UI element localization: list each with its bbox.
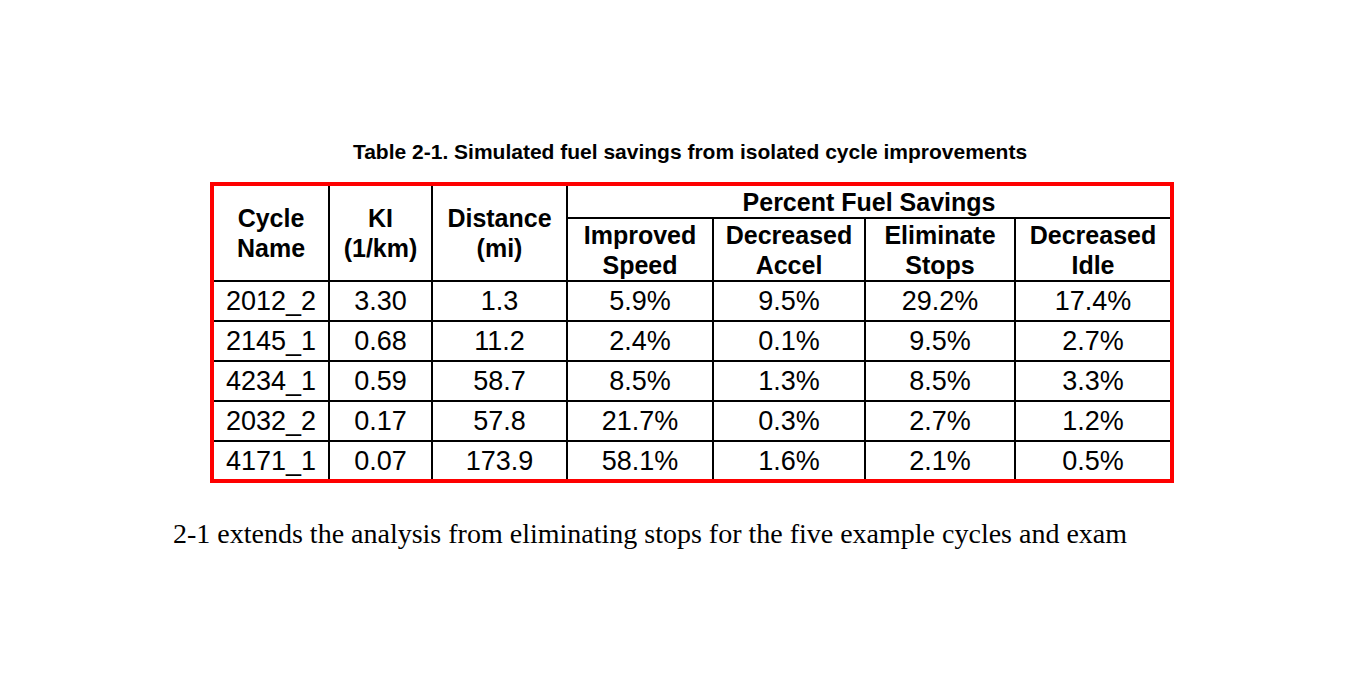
table-cell-decreased-accel: 1.6% bbox=[713, 441, 865, 481]
table-cell-ki: 0.59 bbox=[329, 361, 432, 401]
table-cell-cycle-name: 4171_1 bbox=[212, 441, 329, 481]
table-cell-decreased-idle: 0.5% bbox=[1015, 441, 1172, 481]
sub-header-eliminate-stops: Eliminate Stops bbox=[865, 218, 1015, 281]
table-row: 4234_1 0.59 58.7 8.5% 1.3% 8.5% 3.3% bbox=[212, 361, 1172, 401]
table-cell-improved-speed: 8.5% bbox=[567, 361, 713, 401]
table-cell-ki: 0.68 bbox=[329, 321, 432, 361]
table-cell-decreased-idle: 17.4% bbox=[1015, 281, 1172, 321]
table-cell-cycle-name: 2032_2 bbox=[212, 401, 329, 441]
table-cell-eliminate-stops: 8.5% bbox=[865, 361, 1015, 401]
table-caption: Table 2-1. Simulated fuel savings from i… bbox=[210, 139, 1170, 165]
table-cell-decreased-accel: 9.5% bbox=[713, 281, 865, 321]
table-cell-ki: 0.17 bbox=[329, 401, 432, 441]
table-cell-improved-speed: 2.4% bbox=[567, 321, 713, 361]
table-cell-ki: 3.30 bbox=[329, 281, 432, 321]
table-cell-distance: 173.9 bbox=[432, 441, 567, 481]
table-cell-cycle-name: 2145_1 bbox=[212, 321, 329, 361]
col-header-distance: Distance (mi) bbox=[432, 184, 567, 281]
col-header-ki: KI (1/km) bbox=[329, 184, 432, 281]
table-cell-eliminate-stops: 2.7% bbox=[865, 401, 1015, 441]
table-row: 2032_2 0.17 57.8 21.7% 0.3% 2.7% 1.2% bbox=[212, 401, 1172, 441]
table-cell-distance: 1.3 bbox=[432, 281, 567, 321]
header-row-group: Cycle Name KI (1/km) Distance (mi) Perce… bbox=[212, 184, 1172, 218]
col-header-cycle-name: Cycle Name bbox=[212, 184, 329, 281]
table-cell-improved-speed: 5.9% bbox=[567, 281, 713, 321]
sub-header-decreased-accel: Decreased Accel bbox=[713, 218, 865, 281]
table-cell-decreased-accel: 1.3% bbox=[713, 361, 865, 401]
table-cell-improved-speed: 58.1% bbox=[567, 441, 713, 481]
table-header: Cycle Name KI (1/km) Distance (mi) Perce… bbox=[212, 184, 1172, 281]
group-header-percent-fuel-savings: Percent Fuel Savings bbox=[567, 184, 1172, 218]
table-row: 2012_2 3.30 1.3 5.9% 9.5% 29.2% 17.4% bbox=[212, 281, 1172, 321]
table-cell-decreased-accel: 0.3% bbox=[713, 401, 865, 441]
table-row: 4171_1 0.07 173.9 58.1% 1.6% 2.1% 0.5% bbox=[212, 441, 1172, 481]
table-row: 2145_1 0.68 11.2 2.4% 0.1% 9.5% 2.7% bbox=[212, 321, 1172, 361]
document-page: Table 2-1. Simulated fuel savings from i… bbox=[0, 0, 1366, 674]
table-cell-cycle-name: 2012_2 bbox=[212, 281, 329, 321]
sub-header-improved-speed: Improved Speed bbox=[567, 218, 713, 281]
body-text: 2-1 extends the analysis from eliminatin… bbox=[173, 516, 1127, 552]
table-cell-improved-speed: 21.7% bbox=[567, 401, 713, 441]
sub-header-decreased-idle: Decreased Idle bbox=[1015, 218, 1172, 281]
table-cell-distance: 11.2 bbox=[432, 321, 567, 361]
fuel-savings-table: Cycle Name KI (1/km) Distance (mi) Perce… bbox=[210, 182, 1174, 483]
table-cell-distance: 57.8 bbox=[432, 401, 567, 441]
table-cell-distance: 58.7 bbox=[432, 361, 567, 401]
table-cell-decreased-idle: 1.2% bbox=[1015, 401, 1172, 441]
table-cell-decreased-idle: 2.7% bbox=[1015, 321, 1172, 361]
table-cell-eliminate-stops: 2.1% bbox=[865, 441, 1015, 481]
table-cell-decreased-idle: 3.3% bbox=[1015, 361, 1172, 401]
table-cell-eliminate-stops: 29.2% bbox=[865, 281, 1015, 321]
table-cell-eliminate-stops: 9.5% bbox=[865, 321, 1015, 361]
table-cell-decreased-accel: 0.1% bbox=[713, 321, 865, 361]
table-body: 2012_2 3.30 1.3 5.9% 9.5% 29.2% 17.4% 21… bbox=[212, 281, 1172, 481]
table-cell-ki: 0.07 bbox=[329, 441, 432, 481]
table-cell-cycle-name: 4234_1 bbox=[212, 361, 329, 401]
